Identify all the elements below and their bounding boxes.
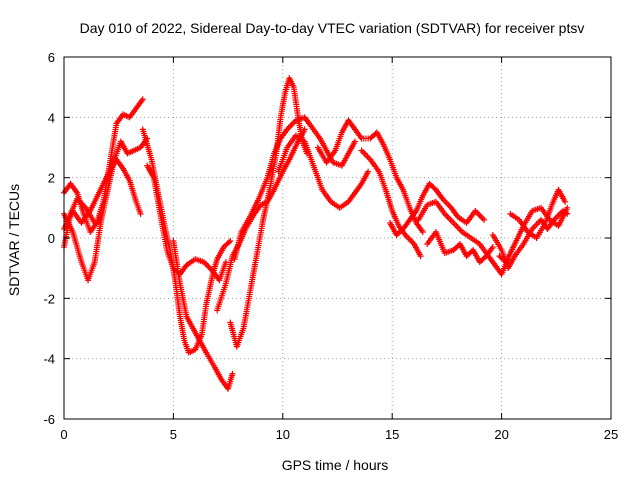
y-tick-label: -4	[43, 352, 55, 367]
data-point	[91, 219, 98, 226]
y-tick-label: 2	[48, 171, 55, 186]
series-track-9	[227, 75, 310, 350]
x-tick-label: 25	[604, 427, 618, 442]
data-point	[137, 210, 144, 217]
x-axis-label: GPS time / hours	[282, 457, 389, 473]
series-track-12	[314, 117, 426, 235]
series-track-19	[496, 204, 571, 266]
series-track-6	[144, 162, 229, 284]
data-point	[139, 96, 146, 103]
data-point	[227, 238, 234, 245]
y-axis-label: SDTVAR / TECUs	[6, 184, 22, 296]
axis-ticks: 0 5 10 15 20 25 -6 -4 -2 0 2 4 6	[43, 50, 618, 442]
y-tick-label: -6	[43, 412, 55, 427]
data-point	[225, 239, 232, 246]
data-point	[564, 204, 571, 211]
y-tick-label: 0	[48, 231, 55, 246]
x-tick-label: 0	[60, 427, 67, 442]
data-point	[417, 253, 424, 260]
series-track-3	[61, 156, 144, 232]
y-tick-label: -2	[43, 291, 55, 306]
plot-area	[61, 75, 571, 392]
series-track-14	[387, 180, 488, 238]
data-point	[481, 216, 488, 223]
series-track-16	[424, 228, 496, 266]
series-track-11	[275, 132, 372, 211]
data-point	[222, 259, 229, 266]
x-tick-label: 5	[170, 427, 177, 442]
series-track-13	[358, 147, 424, 260]
data-point	[365, 168, 372, 175]
x-tick-label: 20	[494, 427, 508, 442]
y-tick-label: 6	[48, 50, 55, 65]
data-point	[562, 198, 569, 205]
y-tick-label: 4	[48, 110, 55, 125]
data-point	[352, 138, 359, 145]
chart-title: Day 010 of 2022, Sidereal Day-to-day VTE…	[80, 20, 585, 36]
series-track-7	[170, 238, 236, 392]
x-tick-label: 10	[276, 427, 290, 442]
series-track-4	[61, 195, 98, 251]
data-point	[229, 370, 236, 377]
x-tick-label: 15	[385, 427, 399, 442]
series-track-10	[231, 114, 359, 263]
data-point	[489, 244, 496, 251]
data-point	[419, 228, 426, 235]
